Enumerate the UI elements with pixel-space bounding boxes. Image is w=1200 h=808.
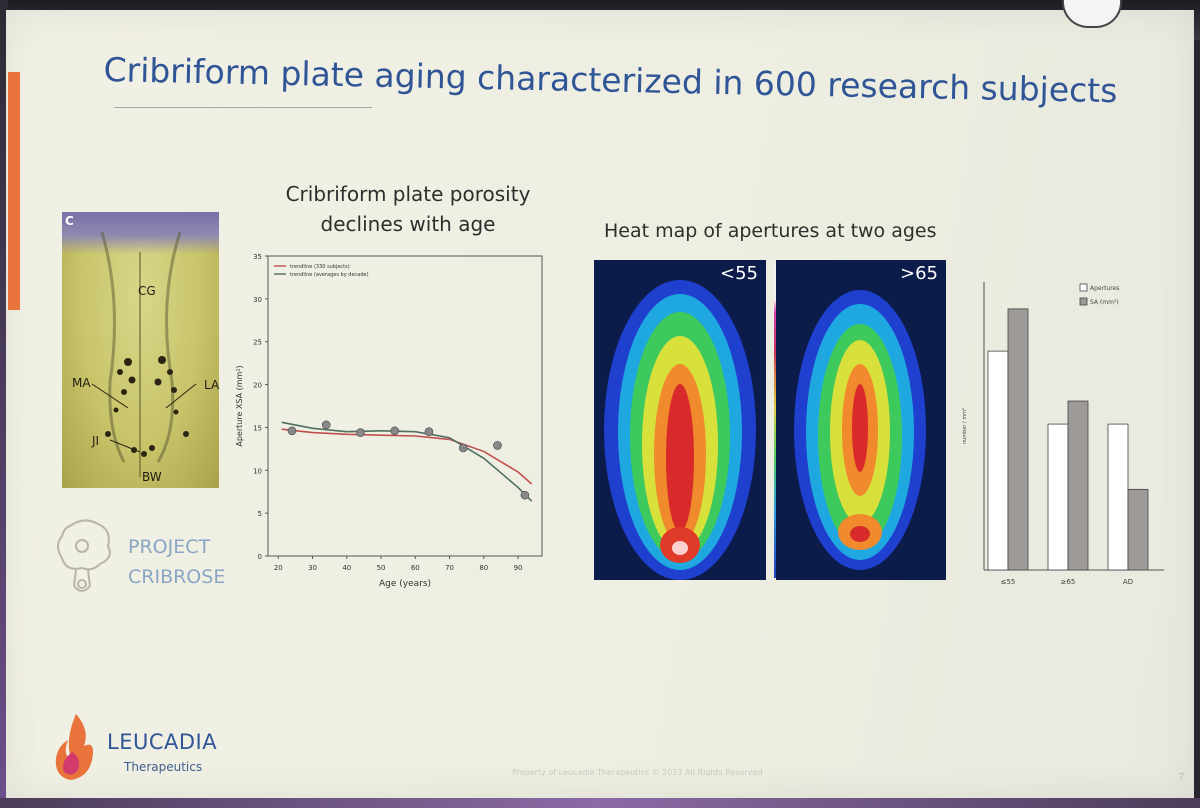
bar	[1127, 488, 1149, 571]
plot-frame	[267, 255, 543, 557]
flame-icon	[55, 714, 93, 780]
presentation-slide: Cribriform plate aging characterized in …	[6, 10, 1194, 798]
series-line	[281, 428, 533, 485]
heatmap-title: Heat map of apertures at two ages	[604, 220, 937, 242]
histology-stain-band	[62, 212, 219, 254]
title-underline	[114, 107, 372, 108]
screen-frame-left	[0, 0, 8, 808]
legend-entry: SA (mm²)	[1090, 299, 1119, 306]
porosity-chart-title: Cribriform plate porosity declines with …	[258, 179, 558, 239]
project-line-1: PROJECT	[128, 536, 211, 558]
data-point	[520, 490, 530, 500]
bar	[1007, 308, 1029, 571]
data-point	[424, 427, 434, 437]
histology-label-la: LA	[204, 378, 219, 392]
legend-swatch	[1079, 283, 1088, 292]
y-tick-label: 10	[253, 467, 262, 475]
porosity-line-chart: 0 5 10 15 20 25 30 35 20 30 40 50 60 70 80 90 Age (years…	[235, 253, 543, 589]
legend-entry: trendline (330 subjects)	[290, 264, 350, 270]
x-tick-label: 40	[342, 564, 351, 572]
x-axis-label: Age (years)	[379, 579, 431, 589]
x-tick-label: 50	[377, 564, 386, 572]
y-tick-label: 35	[253, 253, 262, 261]
histology-label-bw: BW	[142, 470, 162, 484]
x-tick-label: 30	[308, 564, 317, 572]
porosity-title-line-1: Cribriform plate porosity	[285, 182, 531, 206]
histology-structures	[91, 231, 197, 477]
x-tick-label: 90	[514, 564, 523, 572]
histology-label-ji: JI	[92, 434, 100, 448]
y-tick-label: 5	[258, 510, 262, 518]
y-axis-label: Aperture XSA (mm²)	[235, 365, 244, 446]
y-tick-label: 20	[253, 382, 262, 390]
legend-entry: Apertures	[1090, 285, 1119, 292]
data-point	[321, 420, 331, 430]
heatmap-panel-young: <55	[594, 260, 766, 580]
apertures-bar-chart: number / mm² ≤55 ≥65 AD Apertures SA (mm²)	[962, 282, 1164, 586]
panel-letter: C	[65, 214, 74, 228]
data-point	[493, 441, 502, 450]
y-tick-label: 0	[258, 553, 262, 561]
data-point	[287, 426, 297, 436]
x-tick-label: 70	[445, 564, 454, 572]
category-label: AD	[1123, 578, 1133, 586]
heatmap-label-old: >65	[900, 263, 938, 284]
bar	[1067, 400, 1089, 571]
copyright-footer: Property of Leucadia Therapeutics © 2023…	[512, 768, 763, 777]
heatmap-panel-old: >65	[776, 260, 946, 580]
brain-flame-icon	[57, 519, 111, 592]
accent-bar	[8, 72, 20, 310]
data-point	[390, 426, 400, 436]
y-tick-label: 30	[253, 296, 262, 304]
category-label: ≤55	[1001, 578, 1016, 586]
heatmap-blobs-young	[604, 280, 756, 580]
screen-frame-bottom	[0, 798, 1200, 808]
x-tick-label: 20	[274, 564, 283, 572]
legend-swatch	[1079, 297, 1088, 306]
histology-label-ma: MA	[72, 376, 91, 390]
company-logo-name: LEUCADIA	[107, 730, 218, 754]
data-point	[458, 443, 468, 453]
company-logo-subtitle: Therapeutics	[124, 760, 203, 774]
y-axis-label: number / mm²	[962, 408, 968, 444]
page-number: 7	[1178, 772, 1185, 783]
heatmap-label-young: <55	[720, 263, 758, 284]
bar	[1047, 423, 1069, 571]
histology-image: C CG MA LA JI BW	[62, 212, 219, 488]
heatmap-blobs-old	[794, 290, 926, 570]
data-point	[356, 428, 365, 437]
histology-label-cg: CG	[138, 284, 156, 298]
category-label: ≥65	[1061, 578, 1076, 586]
project-line-2: CRIBROSE	[128, 566, 226, 588]
y-tick-label: 25	[253, 339, 262, 347]
bar	[1107, 423, 1129, 571]
project-name: PROJECT CRIBROSE	[128, 532, 225, 592]
x-tick-label: 80	[479, 564, 488, 572]
bar	[987, 350, 1009, 571]
x-tick-label: 60	[411, 564, 420, 572]
legend-entry: trendline (averages by decade)	[290, 272, 369, 278]
slide-title: Cribriform plate aging characterized in …	[103, 50, 1118, 111]
y-tick-label: 15	[253, 424, 262, 432]
series-line	[281, 421, 533, 502]
porosity-title-line-2: declines with age	[320, 212, 496, 236]
